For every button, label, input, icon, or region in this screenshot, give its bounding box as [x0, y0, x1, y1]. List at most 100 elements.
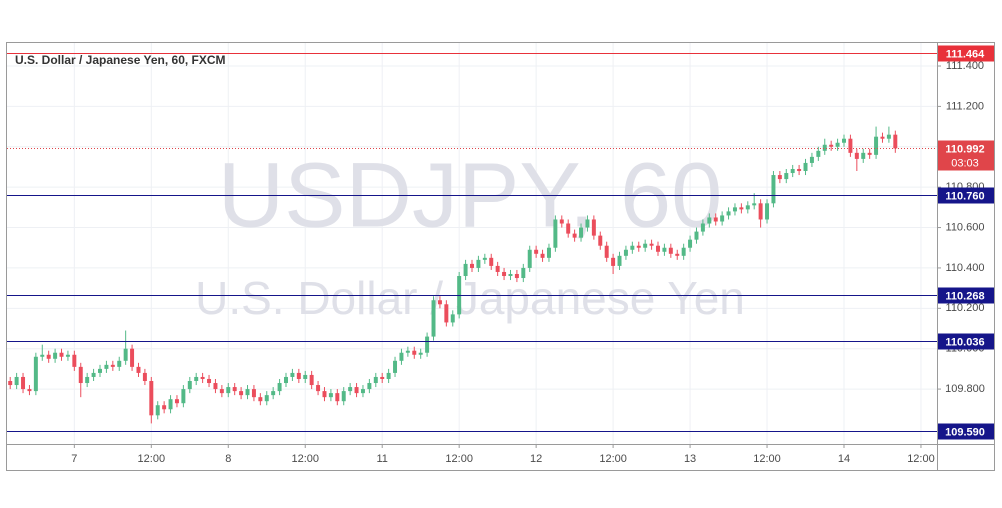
candle-body: [893, 134, 898, 149]
current-price-label: 110.992: [945, 143, 984, 155]
x-tick-label: 12:00: [291, 453, 319, 465]
candle-body: [502, 271, 507, 277]
candle-body: [572, 233, 577, 238]
candle-body: [771, 175, 776, 204]
level-label: 110.760: [945, 190, 984, 202]
candle-body: [328, 393, 333, 398]
candle-body: [463, 263, 468, 277]
candle-body: [790, 168, 795, 174]
candle-body: [284, 376, 288, 384]
candle-body: [656, 245, 660, 252]
candle-body: [393, 360, 398, 373]
candle-body: [142, 372, 147, 382]
candle-body: [162, 405, 167, 410]
candle-body: [360, 389, 365, 394]
candle-body: [559, 219, 564, 224]
candle-body: [585, 219, 590, 228]
candle-body: [470, 263, 474, 268]
chart-title: U.S. Dollar / Japanese Yen, 60, FXCM: [15, 53, 226, 67]
candle-body: [880, 136, 885, 139]
x-tick-label: 8: [225, 453, 231, 465]
candle-body: [854, 152, 859, 159]
candle-body: [803, 162, 808, 172]
candle-body: [694, 231, 699, 240]
candle-body: [98, 368, 102, 373]
y-tick-label: 110.400: [946, 262, 985, 274]
candle-body: [662, 247, 667, 252]
candle-body: [604, 245, 609, 258]
y-tick-label: 110.200: [946, 302, 985, 314]
candle-body: [643, 243, 648, 248]
candle-body: [649, 243, 654, 246]
candle-body: [591, 219, 596, 236]
candle-body: [777, 175, 782, 180]
candle-body: [745, 205, 750, 210]
candle-body: [418, 352, 423, 355]
candle-body: [482, 257, 487, 260]
candle-body: [296, 372, 301, 379]
candle-body: [380, 376, 385, 379]
candle-body: [867, 152, 872, 155]
candle-body: [232, 387, 237, 392]
candle-body: [566, 223, 571, 234]
candle-body: [489, 257, 494, 266]
countdown-label: 03:03: [951, 157, 979, 169]
candle-body: [335, 393, 340, 402]
candle-body: [675, 253, 680, 256]
candle-body: [373, 376, 378, 384]
candle-body: [110, 364, 115, 367]
candle-body: [534, 249, 539, 254]
candle-body: [668, 247, 673, 254]
candle-body: [386, 372, 391, 379]
candle-body: [168, 399, 173, 410]
level-label-box: [938, 333, 994, 350]
y-tick-label: 111.400: [946, 60, 984, 72]
candle-body: [405, 350, 410, 353]
candle-body: [630, 245, 635, 250]
candle-body: [341, 391, 346, 402]
y-tick-label: 110.600: [946, 221, 985, 233]
candle-body: [636, 245, 641, 248]
candle-body: [348, 387, 353, 392]
candle-body: [752, 203, 757, 206]
x-tick-label: 7: [71, 453, 77, 465]
level-label-box: [938, 287, 994, 304]
candle-body: [72, 354, 77, 367]
level-label: 110.036: [945, 336, 984, 348]
y-tick-label: 109.800: [945, 383, 985, 395]
candle-body: [527, 249, 532, 268]
candle-body: [91, 372, 96, 377]
candle-body: [822, 144, 827, 151]
candle-body: [437, 300, 442, 305]
candle-body: [611, 257, 616, 266]
level-label: 111.464: [946, 48, 985, 60]
x-tick-label: 11: [376, 453, 387, 465]
candle-body: [412, 350, 417, 355]
candle-body: [85, 376, 90, 384]
candle-body: [207, 378, 212, 384]
candle-body: [495, 265, 500, 272]
candle-body: [174, 399, 179, 404]
level-label: 109.590: [945, 426, 985, 438]
candle-body: [309, 374, 314, 386]
candle-body: [200, 376, 205, 379]
candle-body: [290, 372, 295, 377]
watermark-name: U.S. Dollar / Japanese Yen: [195, 272, 745, 324]
candle-body: [444, 304, 449, 323]
candle-body: [187, 381, 192, 390]
candle-body: [316, 385, 321, 392]
candle-body: [303, 374, 308, 379]
candle-body: [181, 389, 186, 404]
candle-body: [53, 352, 58, 359]
candle-body: [226, 387, 231, 394]
candle-body: [553, 219, 558, 248]
level-label-box: [938, 423, 994, 440]
candle-body: [797, 168, 802, 172]
candle-body: [277, 383, 282, 392]
candle-body: [707, 217, 712, 224]
candle-body: [271, 391, 276, 396]
x-tick-label: 12:00: [138, 453, 166, 465]
candle-body: [322, 391, 327, 398]
candle-body: [149, 381, 154, 416]
